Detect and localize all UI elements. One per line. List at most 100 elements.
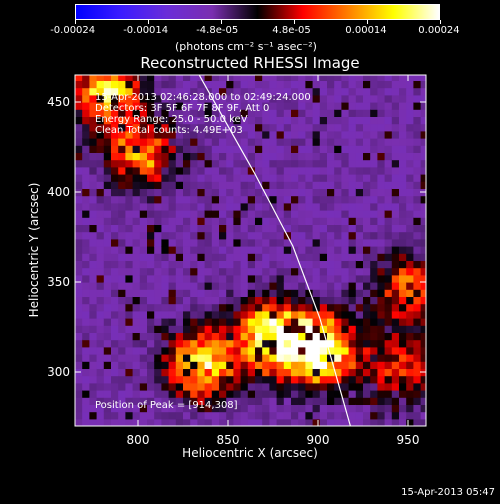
heatmap-cell: [341, 260, 349, 268]
heatmap-cell: [392, 368, 400, 376]
heatmap-cell: [269, 304, 277, 312]
heatmap-cell: [334, 210, 342, 218]
heatmap-cell: [75, 167, 83, 175]
heatmap-cell: [399, 102, 407, 110]
heatmap-cell: [154, 260, 162, 268]
heatmap-cell: [212, 275, 220, 283]
heatmap-cell: [248, 196, 256, 204]
heatmap-cell: [349, 152, 357, 160]
heatmap-cell: [212, 347, 220, 355]
heatmap-cell: [399, 152, 407, 160]
heatmap-cell: [277, 80, 285, 88]
heatmap-cell: [212, 282, 220, 290]
heatmap-cell: [226, 253, 234, 261]
heatmap-cell: [349, 253, 357, 261]
heatmap-cell: [140, 232, 148, 240]
heatmap-cell: [97, 217, 105, 225]
heatmap-cell: [118, 152, 126, 160]
heatmap-cell: [269, 275, 277, 283]
heatmap-cell: [176, 145, 184, 153]
heatmap-cell: [82, 138, 90, 146]
heatmap-cell: [363, 397, 371, 405]
heatmap-cell: [82, 268, 90, 276]
heatmap-cell: [97, 232, 105, 240]
heatmap-cell: [298, 340, 306, 348]
heatmap-cell: [341, 361, 349, 369]
heatmap-cell: [82, 318, 90, 326]
heatmap-cell: [399, 268, 407, 276]
annotation-peak: Position of Peak = [914,308]: [95, 400, 238, 411]
heatmap-cell: [327, 203, 335, 211]
heatmap-cell: [176, 289, 184, 297]
heatmap-cell: [334, 116, 342, 124]
heatmap-cell: [399, 304, 407, 312]
heatmap-cell: [226, 361, 234, 369]
heatmap-cell: [183, 304, 191, 312]
heatmap-cell: [118, 332, 126, 340]
heatmap-cell: [219, 160, 227, 168]
heatmap-cell: [341, 203, 349, 211]
heatmap-cell: [183, 340, 191, 348]
heatmap-cell: [197, 332, 205, 340]
heatmap-cell: [341, 268, 349, 276]
heatmap-cell: [356, 88, 364, 96]
heatmap-cell: [269, 383, 277, 391]
heatmap-cell: [82, 376, 90, 384]
heatmap-cell: [349, 131, 357, 139]
heatmap-cell: [269, 325, 277, 333]
heatmap-cell: [377, 102, 385, 110]
heatmap-cell: [406, 167, 414, 175]
heatmap-cell: [219, 340, 227, 348]
heatmap-cell: [370, 95, 378, 103]
heatmap-cell: [320, 296, 328, 304]
heatmap-cell: [334, 138, 342, 146]
heatmap-cell: [298, 73, 306, 81]
heatmap-cell: [327, 419, 335, 427]
heatmap-cell: [219, 239, 227, 247]
heatmap-cell: [97, 304, 105, 312]
heatmap-cell: [356, 340, 364, 348]
heatmap-cell: [219, 347, 227, 355]
heatmap-cell: [320, 275, 328, 283]
heatmap-cell: [377, 311, 385, 319]
heatmap-cell: [269, 354, 277, 362]
heatmap-cell: [176, 73, 184, 81]
heatmap-cell: [385, 80, 393, 88]
heatmap-cell: [197, 174, 205, 182]
heatmap-cell: [277, 174, 285, 182]
heatmap-cell: [334, 174, 342, 182]
heatmap-cell: [284, 167, 292, 175]
heatmap-cell: [413, 404, 421, 412]
heatmap-cell: [305, 383, 313, 391]
heatmap-cell: [154, 196, 162, 204]
heatmap-cell: [82, 332, 90, 340]
heatmap-cell: [320, 289, 328, 297]
heatmap-cell: [370, 203, 378, 211]
heatmap-cell: [392, 188, 400, 196]
heatmap-cell: [255, 275, 263, 283]
heatmap-cell: [363, 419, 371, 427]
heatmap-cell: [421, 397, 429, 405]
heatmap-cell: [212, 145, 220, 153]
heatmap-cell: [356, 188, 364, 196]
heatmap-cell: [133, 289, 141, 297]
heatmap-cell: [161, 246, 169, 254]
heatmap-cell: [212, 340, 220, 348]
heatmap-cell: [356, 304, 364, 312]
heatmap-cell: [377, 181, 385, 189]
heatmap-cell: [406, 131, 414, 139]
heatmap-cell: [298, 397, 306, 405]
heatmap-cell: [305, 232, 313, 240]
heatmap-cell: [190, 383, 198, 391]
heatmap-cell: [385, 95, 393, 103]
heatmap-cell: [183, 174, 191, 182]
heatmap-cell: [421, 116, 429, 124]
heatmap-cell: [255, 80, 263, 88]
heatmap-cell: [205, 419, 213, 427]
heatmap-cell: [392, 217, 400, 225]
heatmap-cell: [133, 152, 141, 160]
heatmap-cell: [313, 232, 321, 240]
heatmap-cell: [212, 188, 220, 196]
heatmap-cell: [140, 239, 148, 247]
heatmap-cell: [125, 289, 133, 297]
